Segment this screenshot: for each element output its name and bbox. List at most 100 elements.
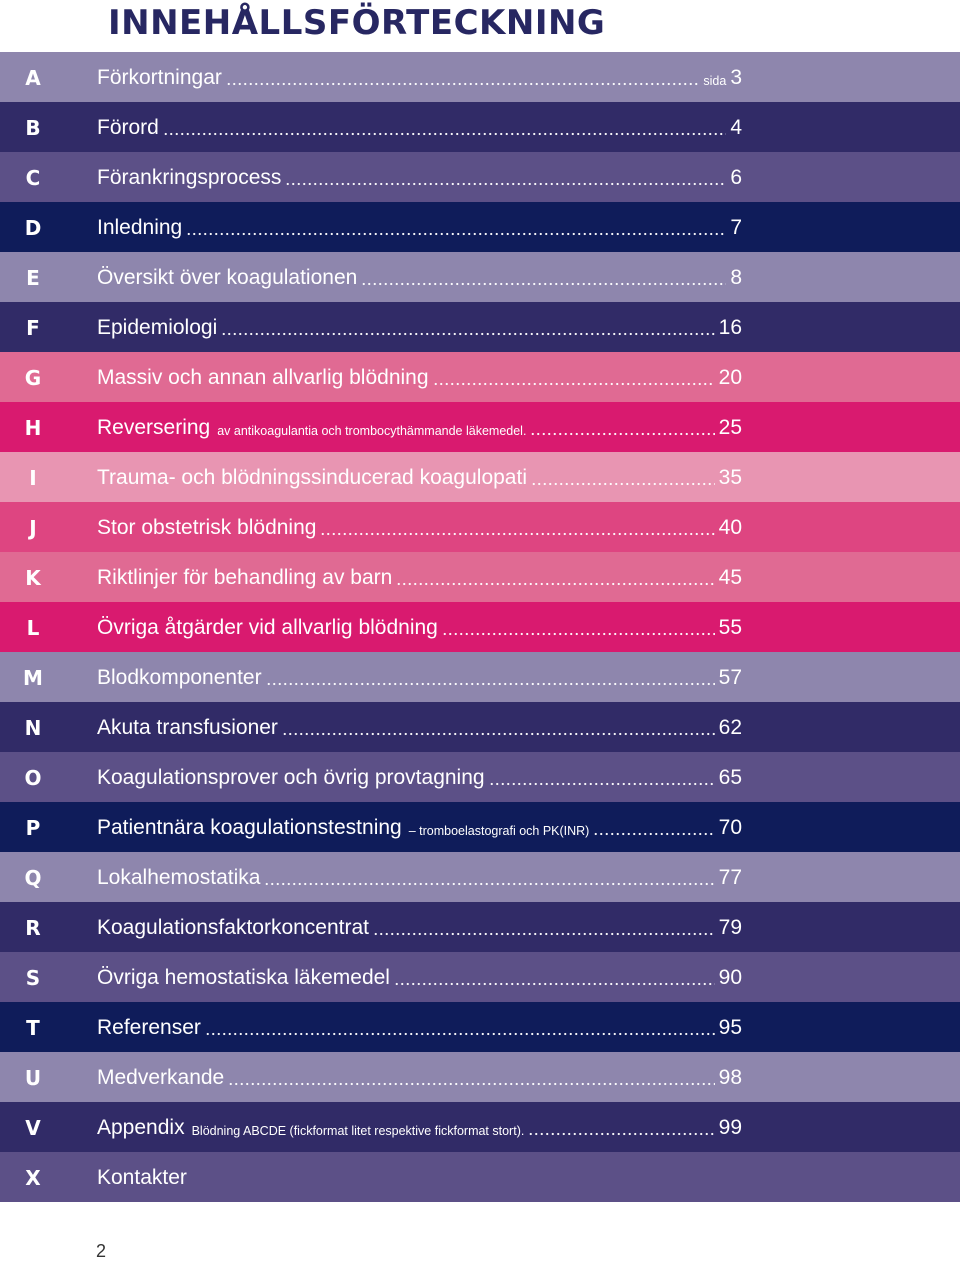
page-number: 95 [718,1016,742,1039]
page-number: 7 [730,216,742,239]
toc-entry[interactable]: Medverkande 98 [97,1052,742,1102]
section-title: Riktlinjer för behandling av barn [97,566,393,589]
toc-row-e[interactable]: E Översikt över koagulationen 8 [0,252,960,302]
toc-entry[interactable]: Kontakter [97,1152,742,1202]
toc-entry[interactable]: Koagulationsprover och övrig provtagning… [97,752,742,802]
dot-leader [204,1029,715,1039]
section-letter: P [25,816,41,840]
page-number: 98 [718,1066,742,1089]
section-title: Övriga hemostatiska läkemedel [97,966,390,989]
toc-row-f[interactable]: F Epidemiologi 16 [0,302,960,352]
table-of-contents: A Förkortningar sida 3 B Förord 4 C Förankringsp… [0,52,960,1202]
section-letter: X [25,1166,41,1190]
section-subtitle: Blödning ABCDE (fickformat litet respekt… [191,1123,525,1138]
dot-leader [530,429,715,439]
dot-leader [593,829,715,839]
section-title: Lokalhemostatika [97,866,261,889]
section-letter: G [24,366,42,390]
toc-row-l[interactable]: L Övriga åtgärder vid allvarlig blödning 5… [0,602,960,652]
toc-row-g[interactable]: G Massiv och annan allvarlig blödning 20 [0,352,960,402]
section-letter: U [24,1066,42,1090]
section-title: Medverkande [97,1066,225,1089]
toc-entry[interactable]: Trauma- och blödningssinducerad koagulop… [97,452,742,502]
toc-entry[interactable]: Förankringsprocess 6 [97,152,742,202]
toc-row-s[interactable]: S Övriga hemostatiska läkemedel 90 [0,952,960,1002]
section-letter: F [26,316,40,340]
section-title: Akuta transfusioner [97,716,278,739]
toc-entry[interactable]: Akuta transfusioner 62 [97,702,742,752]
toc-row-a[interactable]: A Förkortningar sida 3 [0,52,960,102]
dot-leader [285,179,727,189]
section-letter: M [23,666,43,690]
toc-row-c[interactable]: C Förankringsprocess 6 [0,152,960,202]
section-title: Referenser [97,1016,201,1039]
toc-row-p[interactable]: P Patientnära koagulationstestning – tromb… [0,802,960,852]
toc-entry[interactable]: Referenser 95 [97,1002,742,1052]
page-number: 70 [718,816,742,839]
toc-row-u[interactable]: U Medverkande 98 [0,1052,960,1102]
dot-leader [396,579,715,589]
section-title: Patientnära koagulationstestning [97,816,402,839]
section-letter: L [26,616,40,640]
toc-entry[interactable]: Översikt över koagulationen 8 [97,252,742,302]
toc-entry[interactable]: Inledning 7 [97,202,742,252]
toc-entry[interactable]: Riktlinjer för behandling av barn 45 [97,552,742,602]
section-title: Trauma- och blödningssinducerad koagulop… [97,466,527,489]
toc-entry[interactable]: Stor obstetrisk blödning 40 [97,502,742,552]
toc-entry[interactable]: Appendix Blödning ABCDE (fickformat litet… [97,1102,742,1152]
toc-row-j[interactable]: J Stor obstetrisk blödning 40 [0,502,960,552]
page-number: 65 [718,766,742,789]
page-number: 8 [730,266,742,289]
toc-entry[interactable]: Massiv och annan allvarlig blödning 20 [97,352,742,402]
section-letter: C [25,166,41,190]
section-title: Reversering [97,416,211,439]
section-letter: A [25,66,41,90]
toc-row-x[interactable]: X Kontakter [0,1152,960,1202]
section-letter: B [25,116,41,140]
toc-entry[interactable]: Reversering av antikoagulantia och trombo… [97,402,742,452]
toc-row-q[interactable]: Q Lokalhemostatika 77 [0,852,960,902]
dot-leader [265,679,715,689]
dot-leader [186,229,727,239]
toc-entry[interactable]: Förkortningar sida 3 [97,52,742,102]
toc-row-b[interactable]: B Förord 4 [0,102,960,152]
section-title: Inledning [97,216,183,239]
toc-entry[interactable]: Lokalhemostatika 77 [97,852,742,902]
toc-row-n[interactable]: N Akuta transfusioner 62 [0,702,960,752]
toc-entry[interactable]: Övriga hemostatiska läkemedel 90 [97,952,742,1002]
toc-row-t[interactable]: T Referenser 95 [0,1002,960,1052]
page-number: 45 [718,566,742,589]
section-title: Övriga åtgärder vid allvarlig blödning [97,616,438,639]
toc-row-v[interactable]: V Appendix Blödning ABCDE (fickformat lite… [0,1102,960,1152]
dot-leader [361,279,727,289]
page-title: INNEHÅLLSFÖRTECKNING [108,3,606,43]
toc-entry[interactable]: Epidemiologi 16 [97,302,742,352]
section-title: Kontakter [97,1166,187,1189]
toc-row-h[interactable]: H Reversering av antikoagulantia och tromb… [0,402,960,452]
section-letter: H [24,416,42,440]
toc-row-o[interactable]: O Koagulationsprover och övrig provtagnin… [0,752,960,802]
toc-entry[interactable]: Koagulationsfaktorkoncentrat 79 [97,902,742,952]
section-title: Översikt över koagulationen [97,266,358,289]
toc-row-r[interactable]: R Koagulationsfaktorkoncentrat 79 [0,902,960,952]
section-title: Förankringsprocess [97,166,282,189]
toc-row-i[interactable]: I Trauma- och blödningssinducerad koagulo… [0,452,960,502]
dot-leader [162,129,727,139]
toc-row-m[interactable]: M Blodkomponenter 57 [0,652,960,702]
toc-row-d[interactable]: D Inledning 7 [0,202,960,252]
page-number: 3 [730,66,742,89]
section-title: Förord [97,116,159,139]
section-letter: V [25,1116,41,1140]
page-number: 79 [718,916,742,939]
page-number: 90 [718,966,742,989]
toc-entry[interactable]: Patientnära koagulationstestning – trombo… [97,802,742,852]
section-title: Koagulationsfaktorkoncentrat [97,916,370,939]
page-number: 4 [730,116,742,139]
section-letter: J [29,516,37,540]
section-subtitle: – tromboelastografi och PK(INR) [408,823,590,838]
toc-entry[interactable]: Blodkomponenter 57 [97,652,742,702]
toc-entry[interactable]: Övriga åtgärder vid allvarlig blödning 55 [97,602,742,652]
toc-row-k[interactable]: K Riktlinjer för behandling av barn 45 [0,552,960,602]
dot-leader [221,329,715,339]
toc-entry[interactable]: Förord 4 [97,102,742,152]
